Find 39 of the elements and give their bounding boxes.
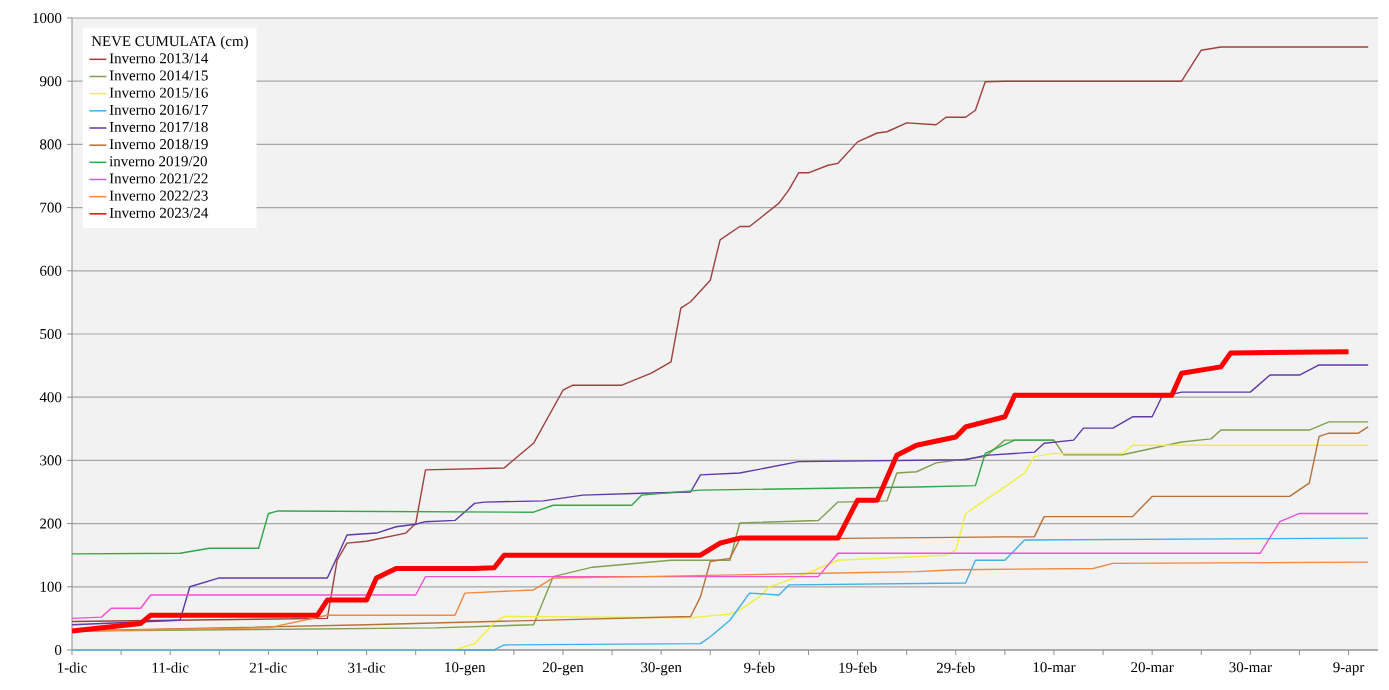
x-tick-label: 9-apr [1333, 662, 1365, 676]
x-tick-label: 19-feb [839, 662, 877, 673]
y-tick-label: 400 [39, 392, 62, 403]
y-tick-label: 100 [40, 581, 62, 592]
legend-title: NEVE CUMULATA (cm) [91, 35, 248, 50]
x-tick-label: 20-gen [542, 662, 584, 676]
x-tick-label: 20-mar [1131, 662, 1174, 673]
legend-label: Inverno 2023/24 [109, 207, 209, 218]
x-tick-label: 29-feb [936, 662, 975, 673]
x-tick-label: 10-mar [1033, 662, 1076, 673]
line-series [71, 439, 1055, 555]
legend-label: Inverno 2014/15 [109, 70, 208, 81]
y-tick-label: 0 [54, 644, 62, 656]
x-tick-label: 9-feb [744, 662, 775, 673]
y-tick-label: 300 [40, 455, 62, 466]
y-tick-label: 500 [40, 328, 62, 340]
y-tick-label: 1000 [33, 12, 62, 24]
line-series [71, 512, 1369, 620]
y-tick-label: 800 [40, 139, 62, 150]
legend-label: Inverno 2013/14 [109, 53, 209, 64]
x-tick-label: 31-dic [348, 662, 386, 673]
x-tick-label: 11-dic [152, 662, 189, 673]
y-tick-label: 200 [40, 518, 62, 529]
legend-label: Inverno 2017/18 [109, 121, 208, 132]
y-tick-label: 900 [39, 76, 62, 87]
line-series [71, 537, 1369, 651]
y-tick-label: 700 [40, 202, 62, 213]
legend-label: inverno 2019/20 [109, 156, 207, 167]
x-tick-label: 30-mar [1229, 662, 1272, 673]
legend-label: Inverno 2015/16 [109, 87, 208, 98]
x-tick-label: 1-dic [57, 662, 87, 673]
legend-label: Inverno 2022/23 [109, 190, 208, 201]
y-tick-label: 600 [40, 265, 62, 276]
x-tick-label: 21-dic [249, 662, 288, 673]
x-tick-label: 10-gen [445, 662, 486, 676]
legend-label: Inverno 2016/17 [109, 104, 208, 115]
legend-label: Inverno 2018/19 [109, 139, 208, 150]
legend-label: Inverno 2021/22 [109, 173, 208, 184]
x-tick-label: 30-gen [641, 662, 682, 676]
